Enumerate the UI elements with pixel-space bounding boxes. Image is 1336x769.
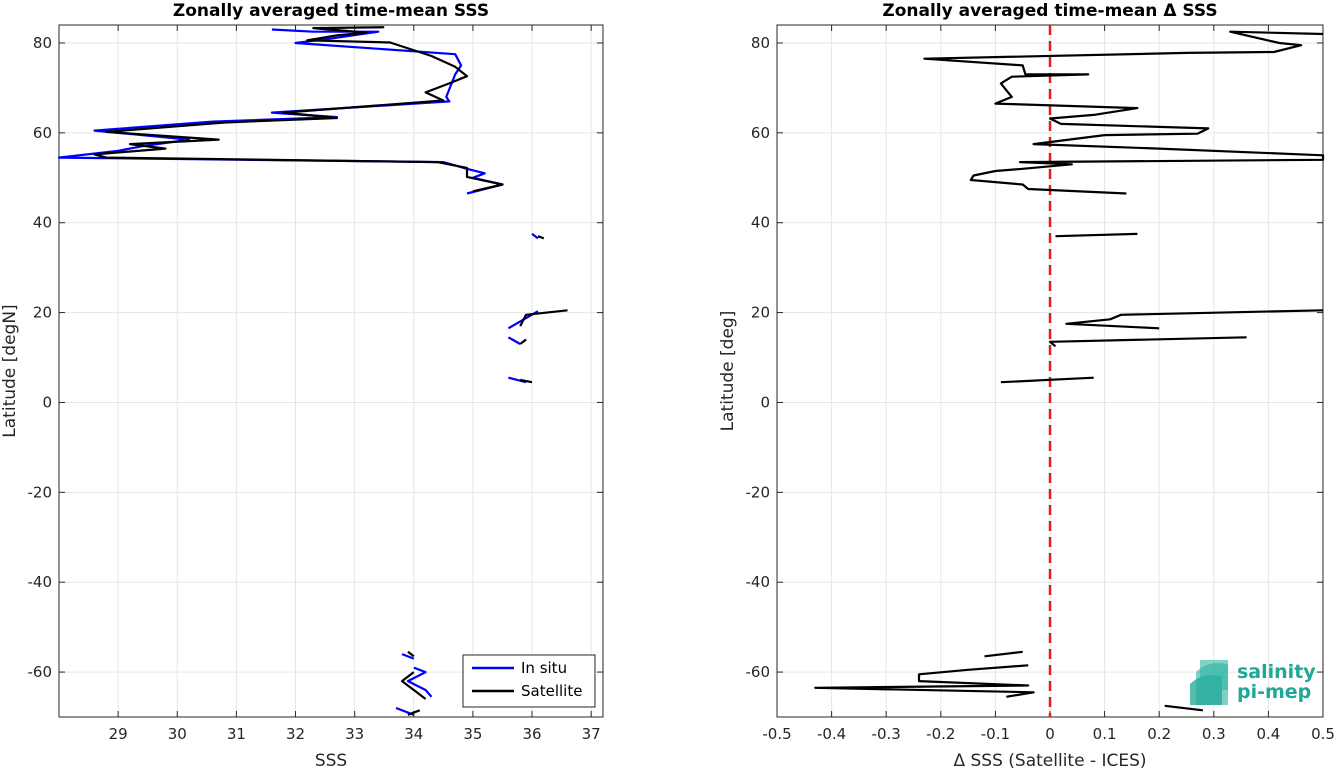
- right-delta-sss-line-segment: [1000, 376, 1094, 384]
- left-x-tick-label: 34: [404, 725, 423, 743]
- right-chart-title: Zonally averaged time-mean Δ SSS: [882, 1, 1217, 21]
- salinity-pi-mep-logo: salinity pi-mep: [1190, 660, 1316, 705]
- right-x-tick-label: 0.2: [1147, 725, 1171, 743]
- left-y-tick-label: -60: [28, 663, 53, 681]
- left-in-situ-line-segment: [57, 28, 504, 195]
- right-delta-sss-line-segment: [923, 30, 1325, 195]
- right-y-tick-label: 60: [751, 124, 770, 142]
- left-x-tick-label: 31: [227, 725, 246, 743]
- right-x-tick-label: -0.1: [981, 725, 1010, 743]
- right-delta-sss-line-segment: [1164, 704, 1204, 712]
- left-x-tick-label: 30: [168, 725, 187, 743]
- left-y-tick-label: 0: [42, 393, 52, 411]
- left-y-tick-label: 40: [33, 214, 52, 232]
- left-panel: 29 30 31 32 33 34 35 36 37 -60 -40 -20 0 20 40 60 80 Zon…: [0, 1, 604, 769]
- right-x-tick-label: 0.3: [1202, 725, 1226, 743]
- left-axes-box: [58, 24, 604, 718]
- legend-box: [462, 654, 596, 708]
- left-y-tick-label: -40: [28, 573, 53, 591]
- left-y-axis-label: Latitude [degN]: [0, 304, 20, 437]
- legend: In situ Satellite: [462, 654, 596, 708]
- left-satellite-line-segment: [400, 671, 427, 700]
- right-delta-sss-line-segment: [1048, 336, 1247, 348]
- left-y-tick-label: -20: [28, 483, 53, 501]
- right-x-tick-label: -0.4: [817, 725, 846, 743]
- left-chart-title: Zonally averaged time-mean SSS: [173, 1, 489, 21]
- left-satellite-line-segment: [537, 235, 545, 240]
- right-panel: -0.5 -0.4 -0.3 -0.2 -0.1 0 0.1 0.2 0.3 0.4 0.5 -60 -…: [718, 1, 1335, 769]
- left-in-situ-line-segment: [406, 666, 433, 698]
- legend-insitu-label: In situ: [521, 659, 567, 677]
- left-x-tick-label: 29: [109, 725, 128, 743]
- right-x-tick-label: 0.5: [1311, 725, 1335, 743]
- logo-wave-icon: [1190, 660, 1228, 705]
- right-y-tick-label: 80: [751, 34, 770, 52]
- left-satellite-line-segment: [407, 650, 415, 658]
- left-x-tick-label: 36: [522, 725, 541, 743]
- right-delta-sss-line-segment: [1055, 232, 1138, 238]
- legend-satellite-label: Satellite: [521, 682, 582, 700]
- right-x-axis-label: Δ SSS (Satellite - ICES): [953, 751, 1146, 769]
- left-series: [57, 26, 568, 716]
- logo-text-line2: pi-mep: [1237, 681, 1311, 703]
- right-delta-sss-line-segment: [1065, 309, 1324, 330]
- right-y-tick-label: -20: [746, 483, 771, 501]
- right-x-tick-label: -0.3: [872, 725, 901, 743]
- right-y-tick-label: 0: [760, 393, 770, 411]
- left-grid: [59, 25, 603, 717]
- left-x-tick-label: 37: [582, 725, 601, 743]
- right-x-tick-label: 0: [1045, 725, 1055, 743]
- right-series: [814, 30, 1325, 712]
- right-x-tick-label: -0.5: [762, 725, 791, 743]
- left-in-situ-line-segment: [531, 233, 539, 240]
- left-in-situ-line-segment: [507, 336, 521, 345]
- left-ticks: 29 30 31 32 33 34 35 36 37 -60 -40 -20 0 20 40 60 80: [28, 25, 603, 743]
- left-x-tick-label: 32: [286, 725, 305, 743]
- right-y-tick-label: 20: [751, 304, 770, 322]
- left-satellite-line-segment: [519, 309, 568, 327]
- right-y-axis-label: Latitude [deg]: [718, 311, 738, 432]
- left-x-tick-label: 35: [463, 725, 482, 743]
- left-x-axis-label: SSS: [315, 751, 347, 769]
- left-y-tick-label: 80: [33, 34, 52, 52]
- right-y-tick-label: -40: [746, 573, 771, 591]
- right-ticks: -0.5 -0.4 -0.3 -0.2 -0.1 0 0.1 0.2 0.3 0.4 0.5 -60 -…: [746, 25, 1335, 743]
- right-x-tick-label: 0.4: [1256, 725, 1280, 743]
- left-x-tick-label: 33: [345, 725, 364, 743]
- left-satellite-line-segment: [519, 378, 533, 384]
- left-satellite-line-segment: [407, 709, 421, 716]
- left-satellite-line-segment: [519, 338, 527, 345]
- logo-text-line1: salinity: [1237, 661, 1316, 683]
- right-x-tick-label: -0.2: [926, 725, 955, 743]
- right-delta-sss-line-segment: [814, 664, 1035, 698]
- right-delta-sss-line-segment: [984, 650, 1023, 658]
- right-x-tick-label: 0.1: [1093, 725, 1117, 743]
- left-satellite-line-segment: [93, 26, 504, 193]
- left-in-situ-line-segment: [401, 653, 415, 660]
- left-y-tick-label: 20: [33, 304, 52, 322]
- right-y-tick-label: -60: [746, 663, 771, 681]
- right-y-tick-label: 40: [751, 214, 770, 232]
- left-y-tick-label: 60: [33, 124, 52, 142]
